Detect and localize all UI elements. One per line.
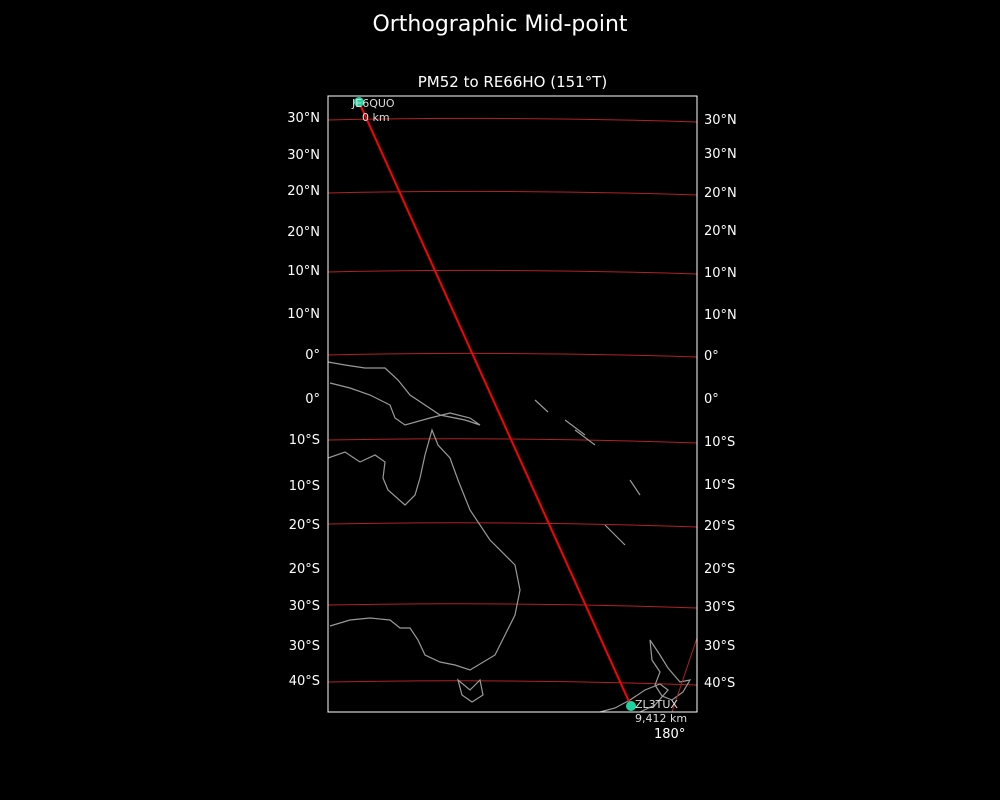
tasmania-coast xyxy=(456,678,484,703)
left-lat-label: 30°S xyxy=(288,639,320,654)
right-lat-label: 30°N xyxy=(704,113,737,128)
right-lat-label: 30°N xyxy=(704,147,737,162)
right-lat-label: 10°S xyxy=(704,478,736,493)
left-lat-label: 30°N xyxy=(287,111,320,126)
latitude-line xyxy=(328,680,697,686)
left-lat-label: 10°N xyxy=(287,264,320,279)
start-distance: 0 km xyxy=(362,111,390,124)
map-title: PM52 to RE66HO (151°T) xyxy=(417,73,608,91)
right-lat-label: 40°S xyxy=(704,676,736,691)
new-zealand-north xyxy=(649,639,692,701)
latitude-line xyxy=(328,117,697,123)
left-lat-label: 10°S xyxy=(288,433,320,448)
solomons-coast xyxy=(534,399,596,446)
latitude-line xyxy=(328,269,697,275)
start-marker[interactable] xyxy=(354,97,364,107)
meridian-180 xyxy=(671,637,697,712)
australia-coast xyxy=(328,428,521,671)
great-circle-path xyxy=(358,101,632,707)
coastlines xyxy=(328,361,692,712)
left-lat-label: 20°N xyxy=(287,184,320,199)
left-lat-label: 10°S xyxy=(288,479,320,494)
left-lat-label: 0° xyxy=(305,348,320,363)
right-lat-label: 0° xyxy=(704,392,719,407)
left-lat-label: 30°N xyxy=(287,148,320,163)
start-call: JE6QUO xyxy=(352,97,395,110)
left-lat-label: 20°S xyxy=(288,518,320,533)
latitude-line xyxy=(328,438,697,444)
left-lat-label: 40°S xyxy=(288,674,320,689)
figure-title: Orthographic Mid-point xyxy=(372,12,628,37)
left-lat-label: 30°S xyxy=(288,599,320,614)
end-call: ZL3TUX xyxy=(635,698,678,711)
right-lat-label: 30°S xyxy=(704,639,736,654)
new-zealand-south xyxy=(599,683,669,712)
left-lat-label: 20°S xyxy=(288,562,320,577)
right-lat-label: 20°N xyxy=(704,186,737,201)
left-lat-label: 0° xyxy=(305,392,320,407)
right-lat-label: 20°S xyxy=(704,519,736,534)
new-guinea-coast xyxy=(328,361,481,426)
latitude-line xyxy=(328,190,697,196)
right-lat-label: 20°N xyxy=(704,224,737,239)
map-frame xyxy=(327,95,698,713)
right-lat-label: 30°S xyxy=(704,600,736,615)
right-lat-label: 10°S xyxy=(704,435,736,450)
left-lat-label: 20°N xyxy=(287,225,320,240)
latitude-line xyxy=(328,352,697,358)
right-lat-label: 20°S xyxy=(704,562,736,577)
end-marker[interactable] xyxy=(626,701,636,711)
end-distance: 9,412 km xyxy=(635,712,688,725)
lon-label-180: 180° xyxy=(654,727,686,742)
right-lat-label: 10°N xyxy=(704,308,737,323)
right-lat-label: 10°N xyxy=(704,266,737,281)
vanuatu-coast xyxy=(604,479,641,546)
left-lat-label: 10°N xyxy=(287,307,320,322)
latitude-line xyxy=(328,522,697,528)
latitude-line xyxy=(328,603,697,609)
right-lat-label: 0° xyxy=(704,349,719,364)
